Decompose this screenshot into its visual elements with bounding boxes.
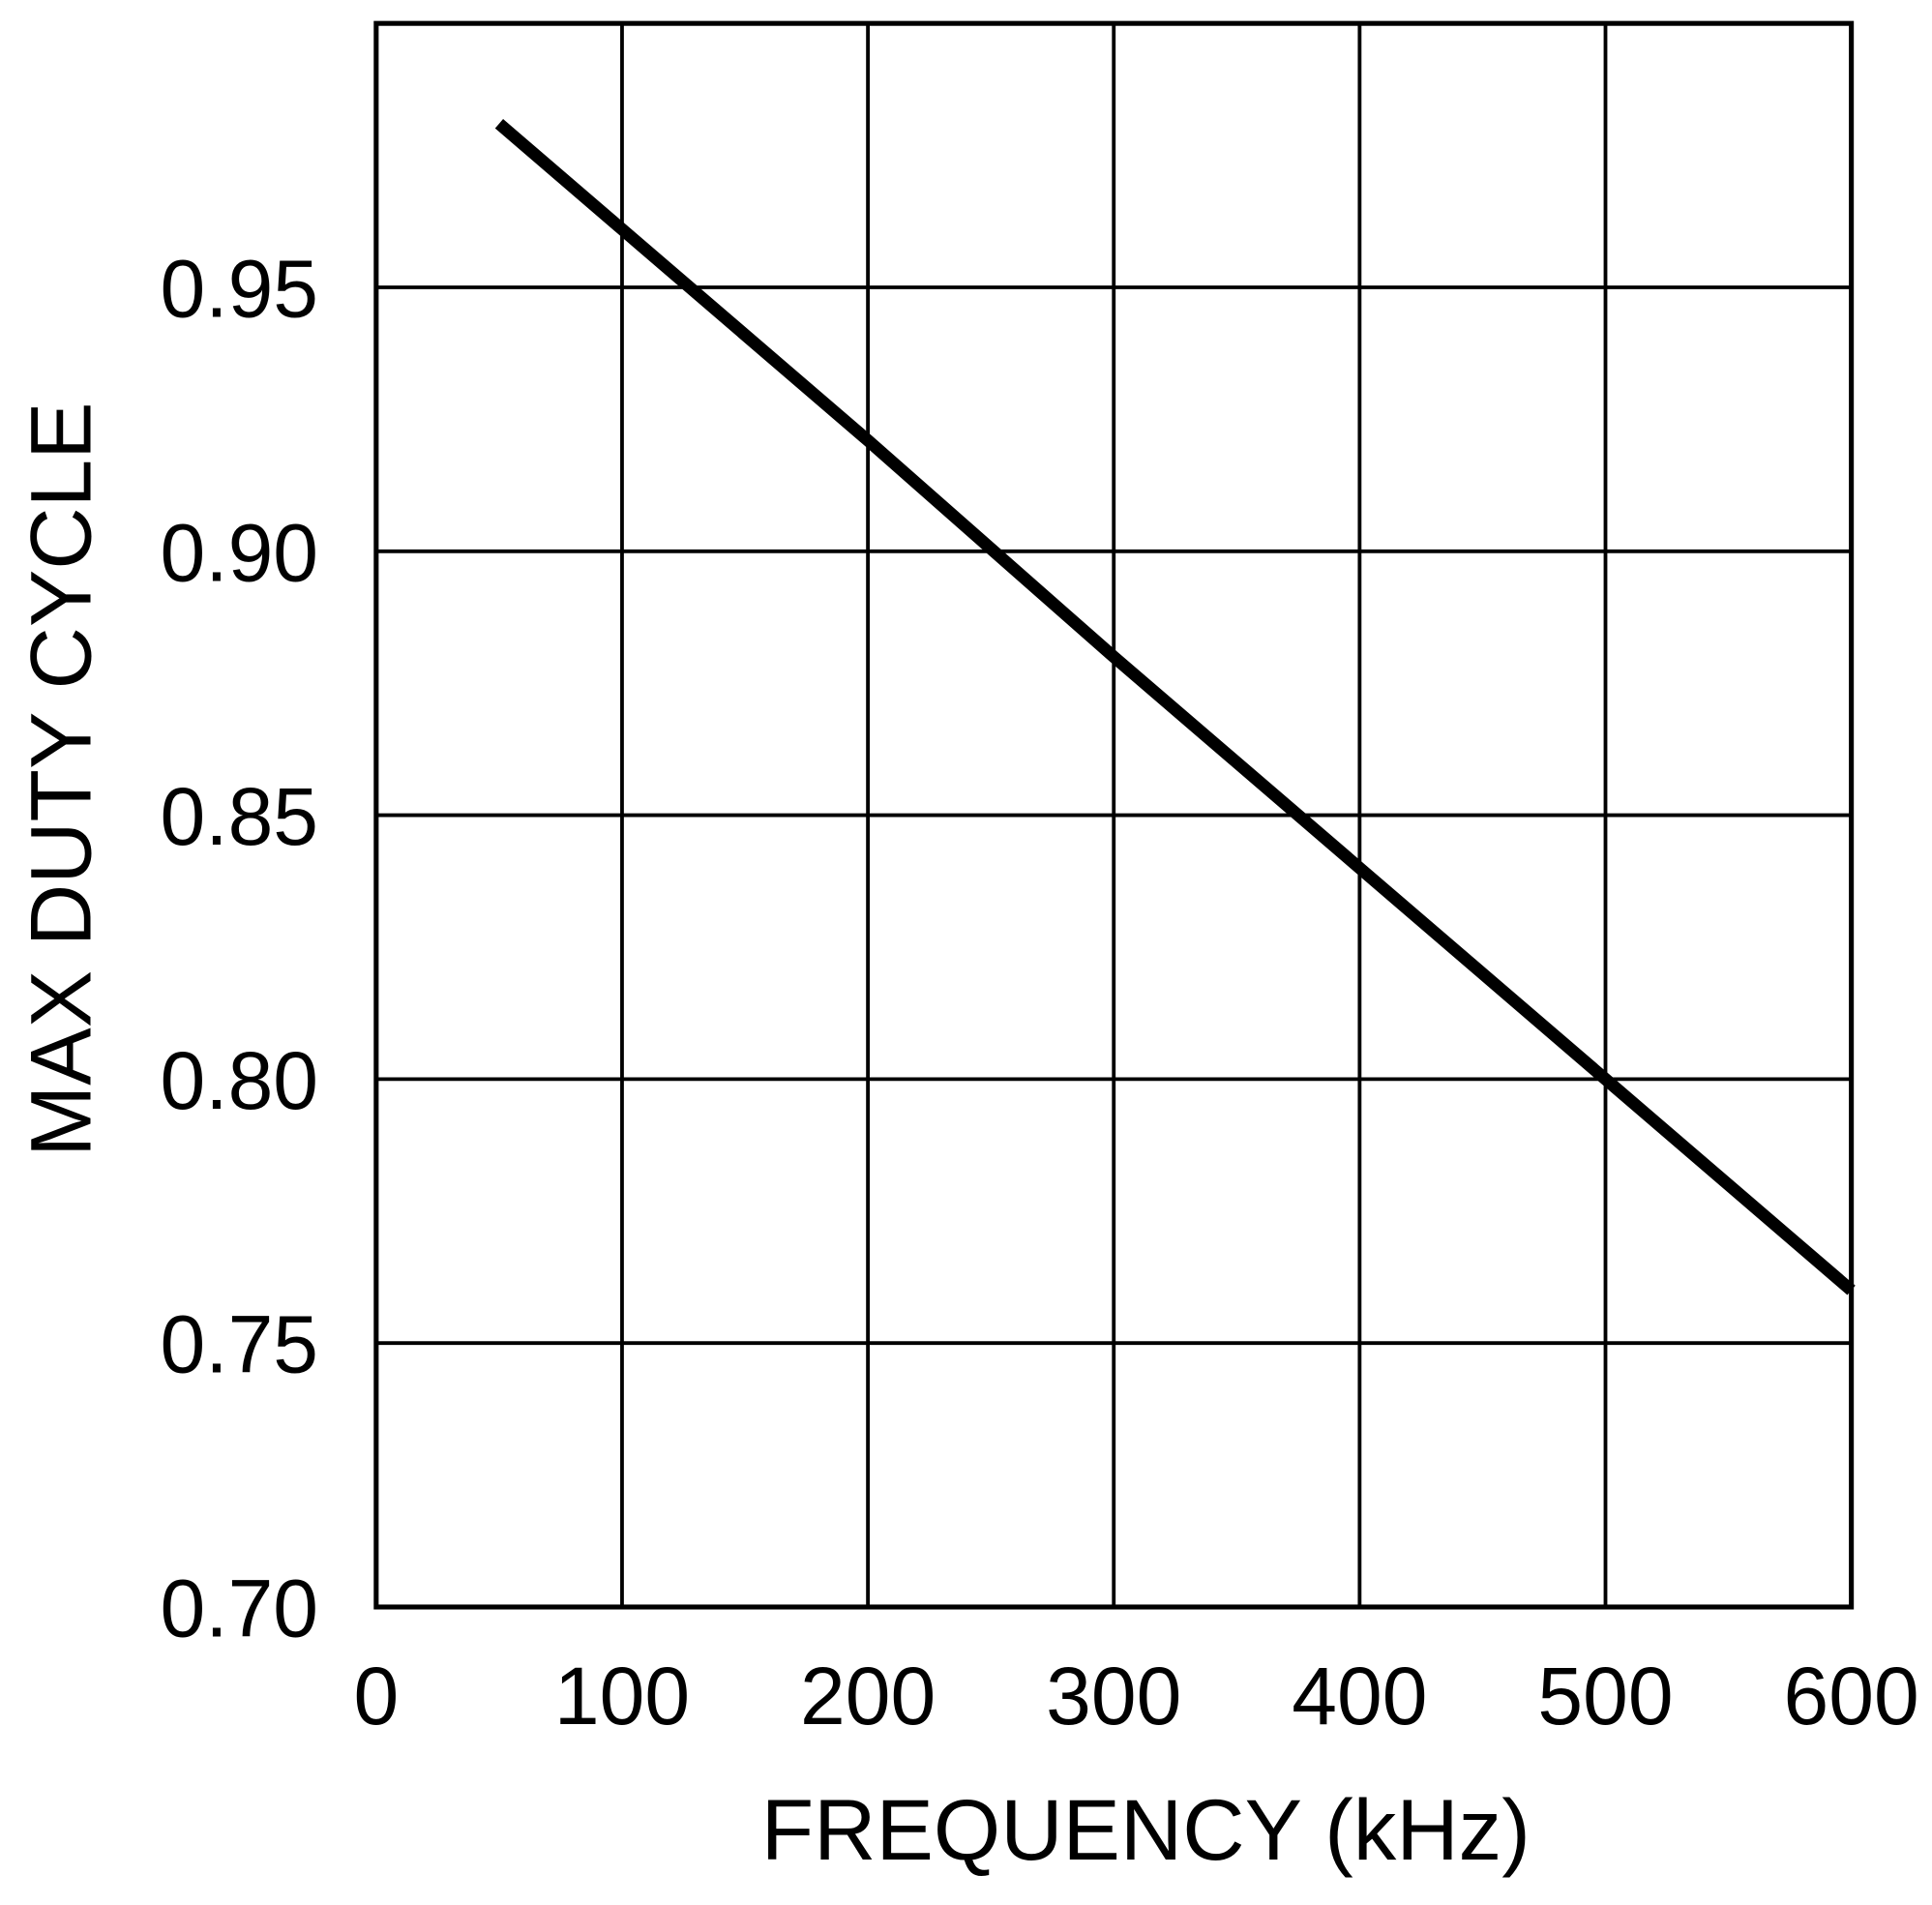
plot-frame [373,20,1855,1610]
y-tick-labels: 0.70 0.75 0.80 0.85 0.90 0.95 [161,244,319,1654]
y-tick-label: 0.95 [161,244,319,335]
y-tick-label: 0.90 [161,507,319,598]
x-tick-label: 0 [353,1651,399,1741]
y-tick-label: 0.75 [161,1299,319,1390]
y-tick-label: 0.70 [161,1563,319,1654]
x-tick-label: 600 [1784,1651,1919,1741]
y-tick-label: 0.85 [161,771,319,862]
grid [373,23,1854,1609]
x-tick-labels: 0 100 200 300 400 500 600 [353,1651,1918,1741]
series [494,119,1856,1295]
x-tick-label: 300 [1046,1651,1181,1741]
x-tick-label: 400 [1292,1651,1427,1741]
x-tick-label: 200 [800,1651,936,1741]
x-axis-label: FREQUENCY (kHz) [761,1781,1531,1878]
duty-cycle-line [494,119,1856,1295]
y-tick-label: 0.80 [161,1035,319,1126]
x-tick-label: 500 [1537,1651,1673,1741]
x-tick-label: 100 [554,1651,690,1741]
y-axis-label: MAX DUTY CYCLE [13,402,109,1156]
